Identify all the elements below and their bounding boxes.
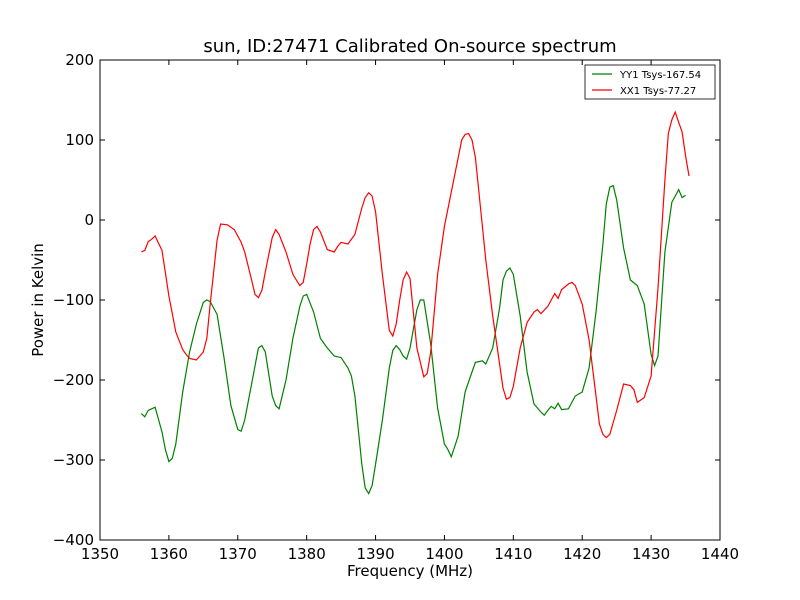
x-tick-label: 1370: [219, 545, 257, 563]
axis-ticks-group: 1350 1360 1370 1380 1390 1400 1410 1420 1430 1440…: [53, 51, 739, 563]
y-tick-label: −200: [53, 371, 94, 389]
x-tick-label: 1430: [632, 545, 670, 563]
legend: YY1 Tsys-167.54 XX1 Tsys-77.27: [584, 64, 716, 100]
x-tick-label: 1400: [425, 545, 463, 563]
x-tick-label: 1350: [81, 545, 119, 563]
plot-series-group: [140, 110, 690, 495]
x-tick-label: 1360: [150, 545, 188, 563]
y-tick-label: 100: [65, 131, 94, 149]
y-tick-label: 200: [65, 51, 94, 69]
x-axis-title: Frequency (MHz): [347, 562, 473, 580]
series-line-yy1: [140, 184, 686, 495]
y-tick-label: −300: [53, 451, 94, 469]
x-tick-label: 1440: [701, 545, 739, 563]
x-tick-label: 1420: [563, 545, 601, 563]
x-tick-label: 1410: [494, 545, 532, 563]
chart-title: sun, ID:27471 Calibrated On-source spect…: [203, 36, 616, 57]
legend-box: [584, 64, 716, 100]
x-tick-label: 1390: [356, 545, 394, 563]
y-axis-title: Power in Kelvin: [29, 243, 47, 357]
series-line-xx1: [141, 110, 690, 439]
y-tick-label: 0: [84, 211, 94, 229]
legend-label-yy1: YY1 Tsys-167.54: [619, 70, 701, 81]
y-tick-label: −100: [53, 291, 94, 309]
x-tick-label: 1380: [288, 545, 326, 563]
y-tick-label: −400: [53, 531, 94, 549]
legend-label-xx1: XX1 Tsys-77.27: [620, 86, 696, 97]
